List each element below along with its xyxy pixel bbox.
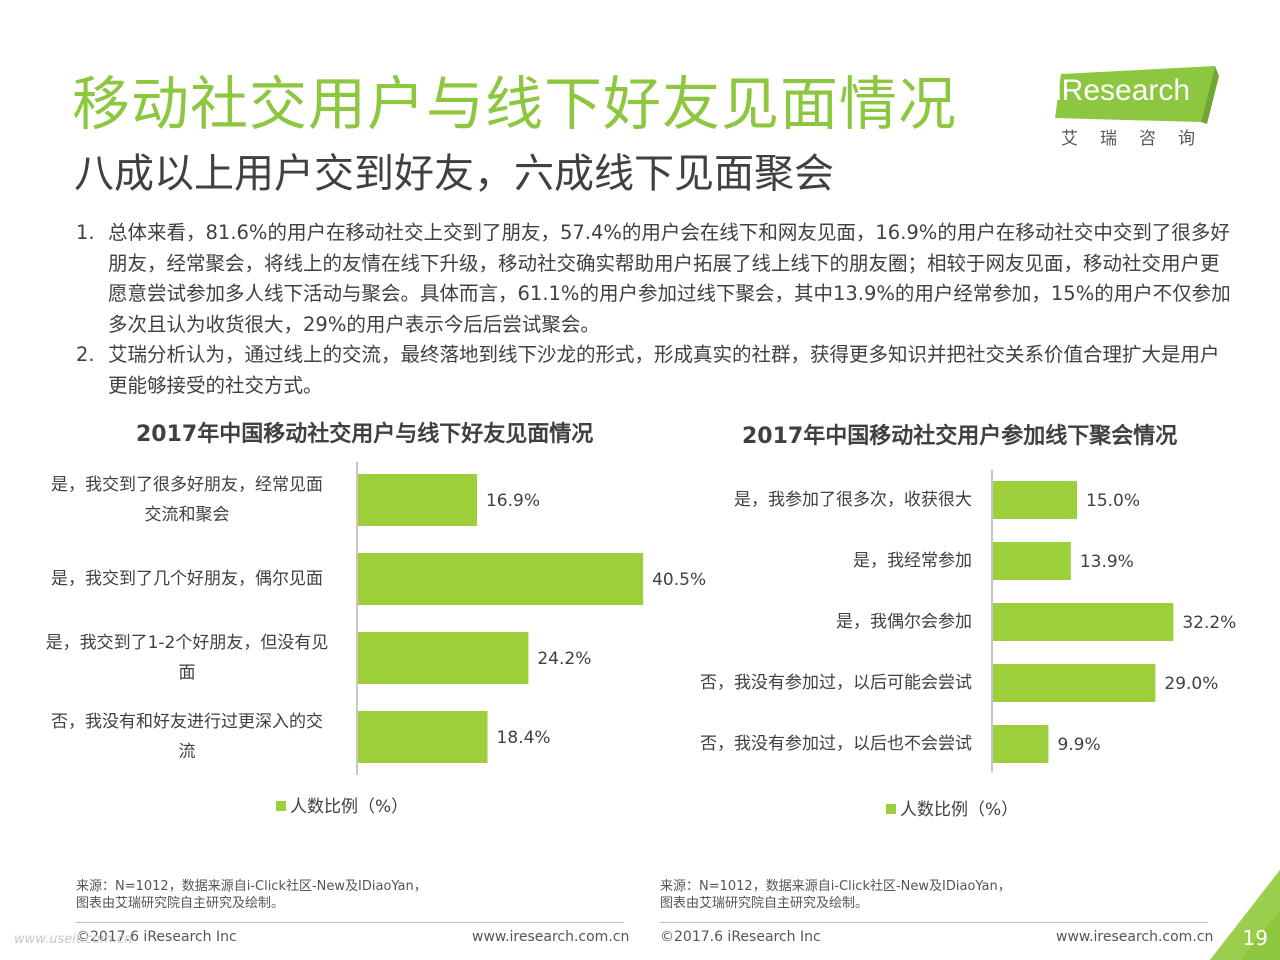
bullet-text: 总体来看，81.6%的用户在移动社交上交到了朋友，57.4%的用户会在线下和网友… [108,221,1231,336]
summary-bullets: 1. 总体来看，81.6%的用户在移动社交上交到了朋友，57.4%的用户会在线下和… [76,218,1236,401]
category-label-line: 否，我没有参加过，以后可能会尝试 [700,673,972,693]
bar-value-label: 16.9% [486,491,540,511]
chart2-source: 来源：N=1012，数据来源自i-Click社区-New及IDiaoYan， 图… [660,878,1011,912]
bar [993,481,1077,519]
category-label: 是，我经常参加 [672,546,972,576]
category-label-line: 是，我交到了几个好朋友，偶尔见面 [51,569,323,589]
bullet-text: 艾瑞分析认为，通过线上的交流，最终落地到线下沙龙的形式，形成真实的社群，获得更多… [108,343,1220,397]
category-label-line: 是，我交到了很多好朋友，经常见面 [51,475,323,495]
bar-value-label: 18.4% [497,728,551,748]
chart1-title: 2017年中国移动社交用户与线下好友见面情况 [136,422,594,447]
bar [993,542,1071,580]
source-line: 来源：N=1012，数据来源自i-Click社区-New及IDiaoYan， [76,879,427,894]
logo-rest: Research [1061,74,1191,107]
category-label-line: 是，我交到了1-2个好朋友，但没有见 [45,633,329,653]
bar-value-label: 24.2% [537,649,591,669]
bar [358,553,644,605]
category-label: 否，我没有参加过，以后可能会尝试 [672,668,972,698]
category-label-line: 否，我没有参加过，以后也不会尝试 [700,734,972,754]
bullet-number: 2. [76,343,95,366]
footer-website-left: www.iresearch.com.cn [472,929,630,945]
watermark: www.useit.com.cn [14,932,133,947]
logo-i: i [1055,74,1062,107]
page-subtitle: 八成以上用户交到好友，六成线下见面聚会 [74,151,834,197]
bar-value-label: 32.2% [1182,613,1236,633]
bar-value-label: 15.0% [1086,491,1140,511]
category-label: 否，我没有和好友进行过更深入的交流 [37,707,337,767]
footer-copyright-left: ©2017.6 iResearch Inc [76,929,237,945]
page-corner-triangle [1210,870,1280,960]
bar-value-label: 9.9% [1057,735,1100,755]
source-line: 来源：N=1012，数据来源自i-Click社区-New及IDiaoYan， [660,879,1011,894]
legend-label: 人数比例（%） [900,800,1019,820]
bar [993,603,1174,641]
page-number-badge: 19 [1210,870,1280,960]
category-label-line: 是，我经常参加 [853,551,972,571]
bar [993,664,1156,702]
category-label-line: 交流和聚会 [144,505,230,525]
category-label: 是，我交到了很多好朋友，经常见面 交流和聚会 [37,470,337,530]
source-line: 图表由艾瑞研究院自主研究及绘制。 [660,896,869,911]
legend-swatch [276,801,286,811]
page-number: 19 [1242,926,1268,950]
category-label-line: 是，我参加了很多次，收获很大 [734,490,972,510]
footer-divider-left [76,922,624,923]
bar-value-label: 13.9% [1080,552,1134,572]
category-label: 否，我没有参加过，以后也不会尝试 [672,729,972,759]
category-label: 是，我交到了几个好朋友，偶尔见面 [37,564,337,594]
page-title: 移动社交用户与线下好友见面情况 [72,70,958,138]
legend-label: 人数比例（%） [290,797,409,817]
source-line: 图表由艾瑞研究院自主研究及绘制。 [76,896,285,911]
bar [358,632,529,684]
footer-divider-right [660,922,1208,923]
chart2-title: 2017年中国移动社交用户参加线下聚会情况 [742,424,1178,449]
bar-value-label: 29.0% [1164,674,1218,694]
bar [358,474,477,526]
logo-wordmark: iResearch [1055,74,1190,108]
category-label: 是，我偶尔会参加 [672,607,972,637]
bar-value-label: 40.5% [652,570,706,590]
logo-banner-shape [1055,66,1219,124]
category-label-line: 流 [178,742,196,762]
chart2-legend: 人数比例（%） [886,795,1018,820]
category-label-line: 否，我没有和好友进行过更深入的交 [51,712,323,732]
legend-swatch [886,804,896,814]
bar [993,725,1049,763]
category-label-line: 面 [178,663,196,683]
category-label: 是，我参加了很多次，收获很大 [672,485,972,515]
footer-copyright-right: ©2017.6 iResearch Inc [660,929,821,945]
bullet-item: 1. 总体来看，81.6%的用户在移动社交上交到了朋友，57.4%的用户会在线下和… [76,218,1236,340]
category-label: 是，我交到了1-2个好朋友，但没有见面 [37,628,337,688]
footer-website-right: www.iresearch.com.cn [1056,929,1214,945]
bullet-item: 2. 艾瑞分析认为，通过线上的交流，最终落地到线下沙龙的形式，形成真实的社群，获得… [76,340,1236,401]
logo-chinese: 艾瑞咨询 [1061,129,1217,149]
chart1-legend: 人数比例（%） [276,792,408,817]
bullet-number: 1. [76,221,95,244]
chart1-source: 来源：N=1012，数据来源自i-Click社区-New及IDiaoYan， 图… [76,878,427,912]
category-label-line: 是，我偶尔会参加 [836,612,972,632]
iresearch-logo: iResearch 艾瑞咨询 [1055,66,1225,156]
bar [358,711,488,763]
